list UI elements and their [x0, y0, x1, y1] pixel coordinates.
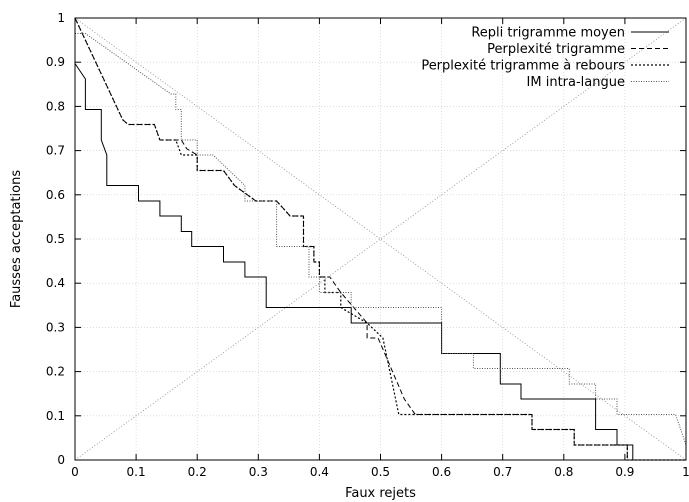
y-tick-label: 1: [57, 11, 65, 25]
x-tick-label: 0.3: [249, 465, 268, 479]
y-tick-label: 0.4: [46, 276, 65, 290]
y-tick-label: 0.2: [46, 365, 65, 379]
y-tick-label: 0.8: [46, 99, 65, 113]
y-tick-label: 0.7: [46, 144, 65, 158]
x-tick-label: 0: [71, 465, 79, 479]
series-line-3: [74, 17, 686, 461]
x-axis-label: Faux rejets: [345, 486, 416, 501]
legend-label: Perplexité trigramme à rebours: [421, 59, 625, 74]
y-tick-label: 0.5: [46, 232, 65, 246]
y-tick-label: 0.3: [46, 320, 65, 334]
x-tick-label: 0.9: [615, 465, 634, 479]
ticks: 0 0.1 0.2 0.3 0.4 0.5 0.6 0.7 0.8 0.9 1 0 0.1 0.2 0.3 0…: [46, 11, 689, 479]
x-tick-label: 0.2: [188, 465, 207, 479]
series-line-1: [74, 19, 686, 461]
series-line-4: [75, 33, 687, 446]
x-tick-label: 0.8: [554, 465, 573, 479]
y-axis-label: Fausses acceptations: [9, 170, 24, 308]
legend-label: Perplexité trigramme: [487, 42, 625, 57]
y-tick-label: 0.6: [46, 188, 65, 202]
x-tick-label: 0.6: [432, 465, 451, 479]
x-tick-label: 0.5: [371, 465, 390, 479]
legend-label: Repli trigramme moyen: [471, 26, 625, 41]
legend-label: IM intra-langue: [527, 75, 625, 90]
y-tick-label: 0: [57, 453, 65, 467]
series-group: [74, 17, 687, 461]
x-tick-label: 1: [682, 465, 689, 479]
x-tick-label: 0.1: [127, 465, 146, 479]
x-tick-label: 0.4: [310, 465, 329, 479]
y-tick-label: 0.1: [46, 409, 65, 423]
y-tick-label: 0.9: [46, 55, 65, 69]
x-tick-label: 0.7: [493, 465, 512, 479]
